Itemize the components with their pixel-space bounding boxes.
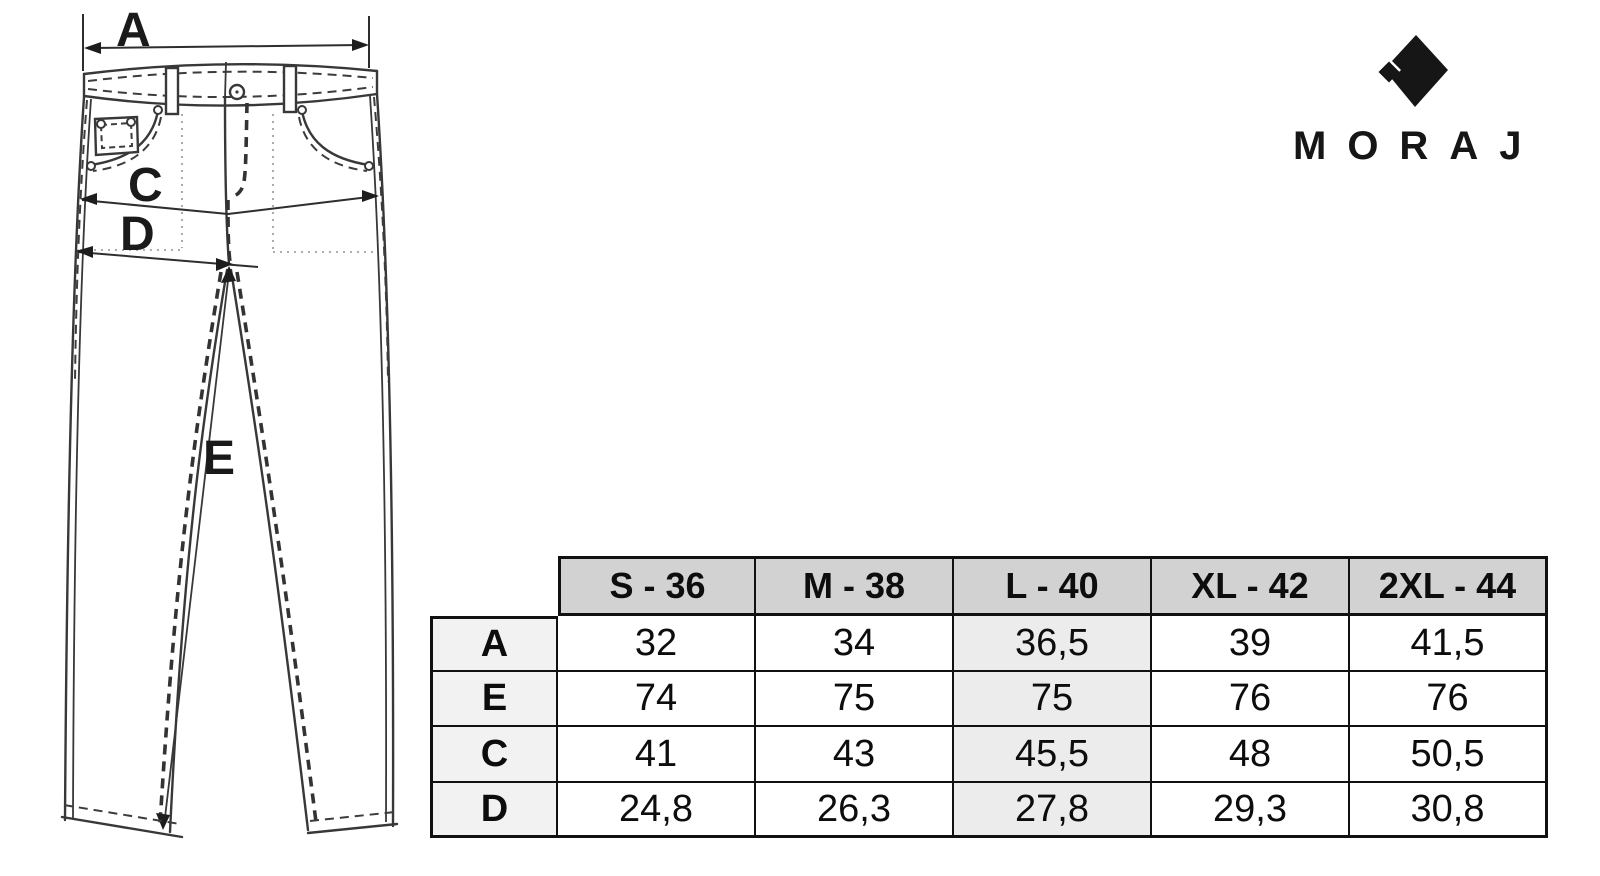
fly (223, 96, 249, 266)
belt-loop (282, 64, 298, 114)
pants-diagram: A (60, 4, 399, 839)
label-d: D (120, 208, 155, 261)
leg-hems (60, 804, 399, 839)
table-cell: 34 (756, 616, 954, 672)
measure-e-group: E (156, 266, 236, 830)
label-c: C (128, 159, 163, 212)
chevron-icon (1392, 35, 1448, 107)
row-label-a: A (430, 616, 558, 672)
label-e: E (203, 432, 235, 485)
row-label-c: C (430, 727, 558, 783)
front-pockets (86, 105, 374, 172)
side-seams (63, 92, 395, 828)
pocket-bag-dotted-lines (80, 114, 374, 253)
waistband (82, 61, 379, 116)
table-cell: 76 (1350, 671, 1548, 727)
column-header-s36: S - 36 (558, 556, 756, 616)
table-corner-cell (430, 556, 558, 616)
table-cell: 48 (1152, 727, 1350, 783)
table-cell: 74 (558, 671, 756, 727)
coin-pocket (93, 115, 140, 157)
table-cell: 43 (756, 727, 954, 783)
table-cell: 75 (756, 671, 954, 727)
diamond-icon (1378, 61, 1400, 83)
column-header-l40: L - 40 (954, 556, 1152, 616)
table-cell: 27,8 (954, 782, 1152, 838)
measure-a-group: A (82, 4, 370, 71)
table-cell: 75 (954, 671, 1152, 727)
table-cell: 41,5 (1350, 616, 1548, 672)
brand-wordmark: MORAJ (1293, 124, 1543, 168)
size-table: S - 36 M - 38 L - 40 XL - 42 2XL - 44 A … (430, 556, 1548, 838)
table-cell: 45,5 (954, 727, 1152, 783)
measure-c-group: C (80, 159, 379, 216)
brand-logo-mark (1378, 35, 1448, 107)
column-header-m38: M - 38 (756, 556, 954, 616)
column-header-xl42: XL - 42 (1152, 556, 1350, 616)
inner-seams (158, 268, 318, 834)
table-cell: 39 (1152, 616, 1350, 672)
button-icon (235, 90, 239, 94)
table-cell: 50,5 (1350, 727, 1548, 783)
table-cell: 30,8 (1350, 782, 1548, 838)
row-label-e: E (430, 671, 558, 727)
table-cell: 24,8 (558, 782, 756, 838)
label-a: A (116, 4, 151, 57)
belt-loop (164, 66, 180, 116)
column-header-2xl44: 2XL - 44 (1350, 556, 1548, 616)
table-cell: 36,5 (954, 616, 1152, 672)
table-cell: 76 (1152, 671, 1350, 727)
table-cell: 26,3 (756, 782, 954, 838)
table-cell: 41 (558, 727, 756, 783)
measure-d-group: D (76, 208, 259, 271)
table-cell: 32 (558, 616, 756, 672)
table-cell: 29,3 (1152, 782, 1350, 838)
row-label-d: D (430, 782, 558, 838)
